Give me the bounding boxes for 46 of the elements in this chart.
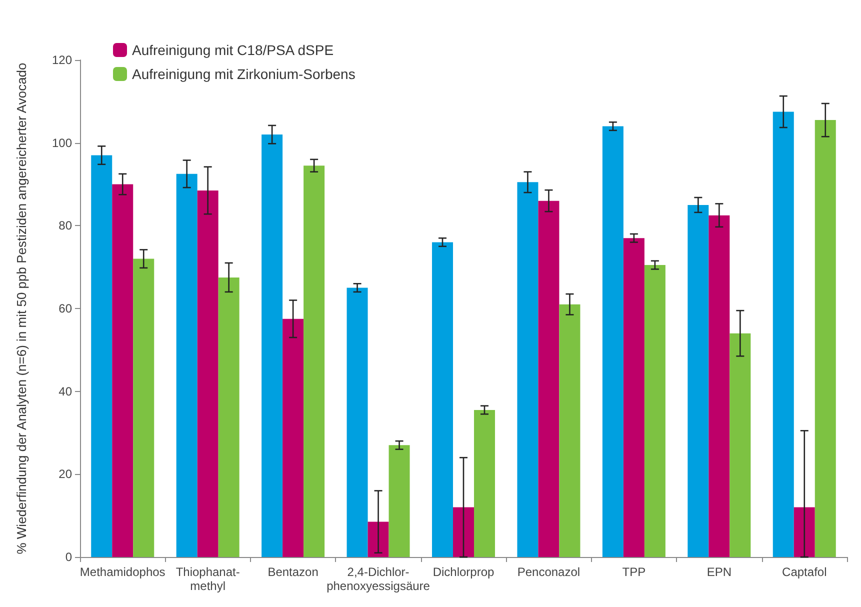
x-tick-label: Methamidophos [80,565,166,579]
bar [262,134,283,557]
bar [432,242,453,557]
bar [91,155,112,557]
legend-label: Aufreinigung mit Zirkonium-Sorbens [132,66,356,82]
x-tick-label: Bentazon [268,565,318,579]
x-tick-label: Dichlorprop [432,565,495,579]
bar [517,182,538,557]
x-tick-label: TPP [622,565,646,579]
y-tick-label: 20 [58,467,72,482]
bar [176,174,198,557]
bar [112,184,134,557]
bar [368,522,389,557]
bar [304,166,325,557]
x-tick-label: Penconazol [517,565,580,579]
bar [794,507,815,557]
x-tick-label: EPN [706,565,732,579]
y-tick-label: 80 [58,218,72,233]
y-tick-label: 60 [58,302,72,316]
bar [708,215,730,557]
bar [197,190,218,557]
bar [133,258,154,557]
y-tick-label: 120 [52,53,72,67]
bar [602,126,624,557]
bar [538,200,560,557]
bar [282,318,304,557]
y-tick-label: 0 [65,550,72,564]
bar [814,120,836,557]
bar [772,112,794,557]
bar [688,204,709,557]
bar [218,277,240,557]
bar [453,507,474,557]
bar [730,333,751,557]
x-tick-label: Captafol [782,565,827,579]
legend-label: Aufreinigung mit C18/PSA dSPE [132,42,334,58]
x-tick-label: Thiophanat- methyl [176,565,240,593]
bar [623,238,644,557]
bar [644,265,666,557]
bar [346,288,368,557]
x-tick-label: 2,4-Dichlor- phenoxyessigsäure [326,565,430,593]
bar [388,445,410,557]
bar [474,410,495,557]
y-tick-label: 100 [52,136,72,150]
y-axis-title: % Wiederfindung der Analyten (n=6) in mit 50 ppb Pestiziden angereicherter Avocado [14,62,29,554]
y-tick-label: 40 [58,384,72,398]
bar [559,304,580,557]
